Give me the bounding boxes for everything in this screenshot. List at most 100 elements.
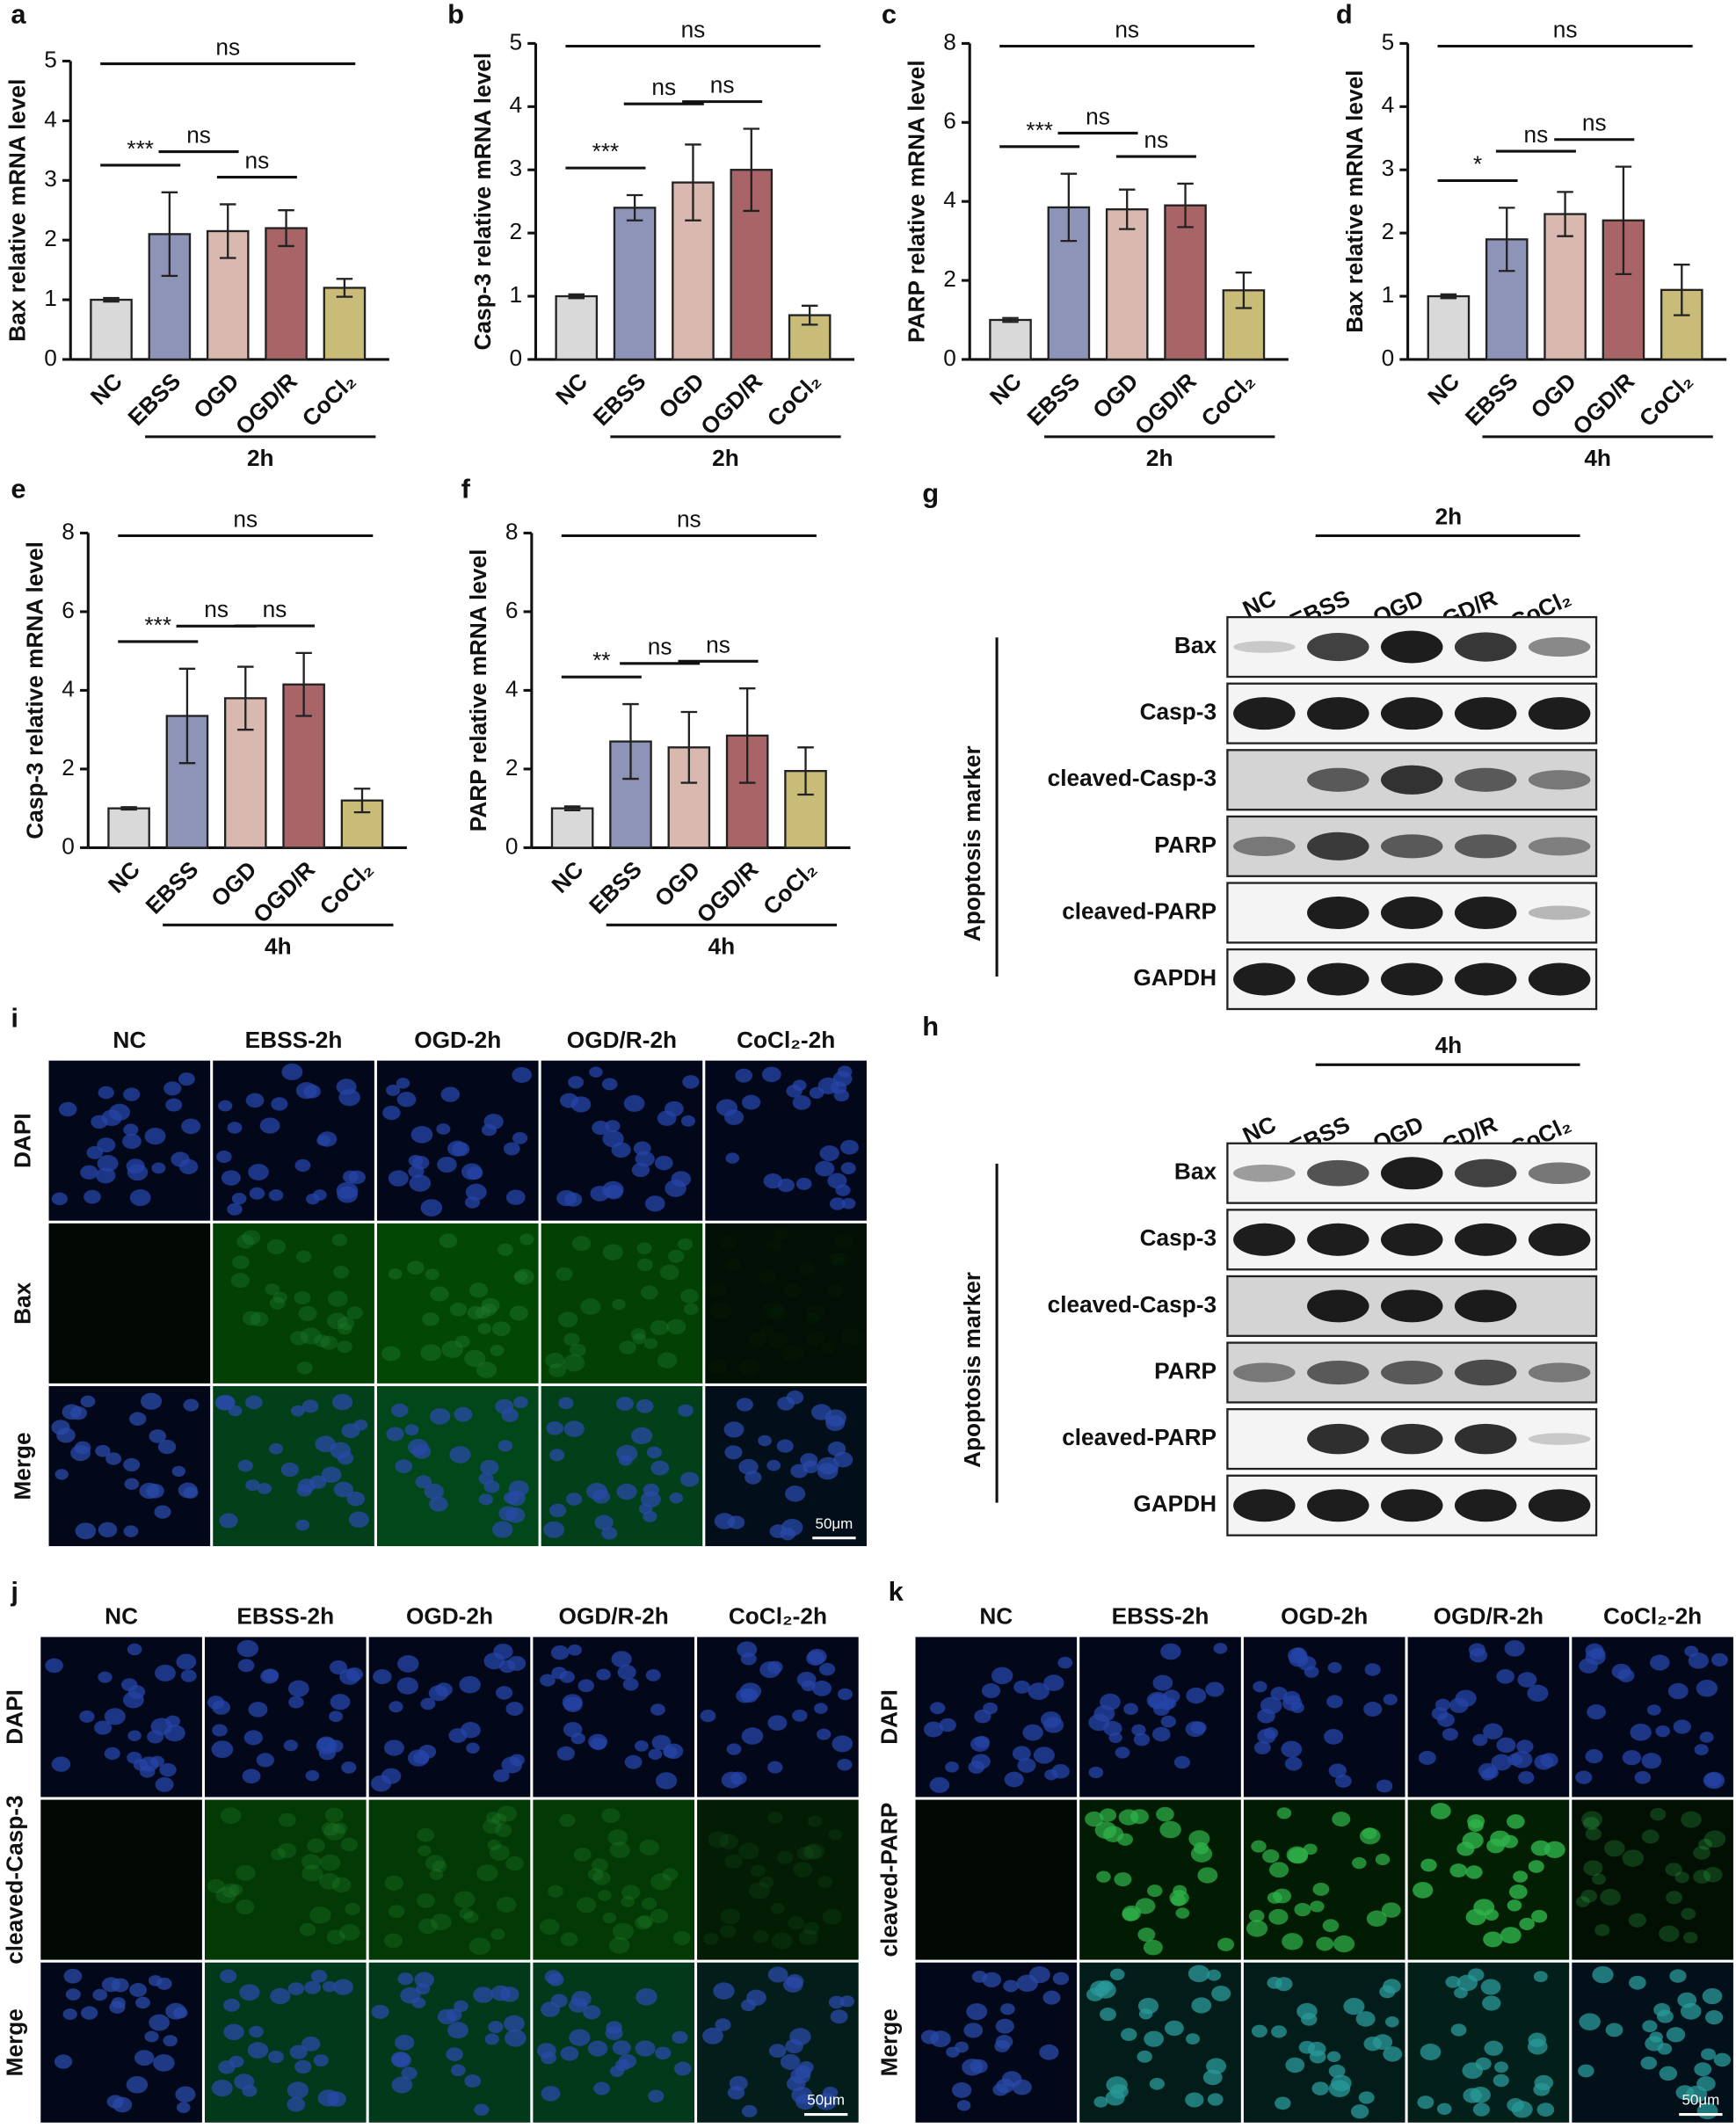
nucleus: [227, 1202, 243, 1216]
nucleus: [326, 1312, 348, 1330]
x-tick-label: NC: [103, 856, 145, 898]
nucleus: [324, 1807, 344, 1823]
nucleus: [556, 1746, 575, 1761]
nucleus: [1528, 2032, 1547, 2048]
nucleus: [259, 1117, 280, 1134]
nucleus: [745, 1989, 766, 2006]
comparison-label: ns: [186, 121, 211, 148]
band: [1454, 1158, 1517, 1187]
nucleus: [389, 1701, 403, 1713]
nucleus: [631, 1162, 650, 1178]
column-label: CoCl₂-2h: [1603, 1603, 1702, 1630]
nucleus: [1659, 2066, 1678, 2081]
nucleus: [454, 1406, 473, 1422]
nucleus: [571, 1236, 592, 1252]
column-label: CoCl₂-2h: [729, 1603, 827, 1630]
nucleus: [294, 1290, 311, 1305]
nucleus: [1013, 1680, 1030, 1694]
nucleus: [415, 1475, 432, 1489]
nucleus: [327, 1290, 348, 1307]
nucleus: [1326, 2051, 1341, 2063]
nucleus: [793, 1862, 813, 1877]
nucleus: [752, 1930, 769, 1943]
nucleus: [216, 1151, 232, 1164]
nucleus: [550, 1645, 570, 1660]
nucleus: [223, 2023, 244, 2041]
nucleus: [1137, 2050, 1152, 2063]
nucleus: [1467, 1814, 1485, 1828]
nucleus: [966, 2003, 988, 2021]
nucleus: [437, 1156, 457, 1173]
nucleus: [1587, 1703, 1606, 1720]
nucleus: [220, 1807, 242, 1825]
nucleus: [1322, 1919, 1340, 1933]
nucleus: [662, 1868, 679, 1881]
band: [1454, 962, 1517, 996]
nucleus: [710, 1302, 732, 1319]
x-tick-label: OGD/R: [248, 856, 320, 928]
nucleus: [811, 1404, 832, 1420]
nucleus: [726, 1743, 742, 1755]
nucleus: [149, 2014, 170, 2031]
x-tick-label: OGD/R: [1567, 367, 1639, 439]
nucleus: [397, 1972, 414, 1986]
bar: [550, 807, 594, 849]
error-bar: [120, 806, 137, 811]
nucleus: [381, 1346, 401, 1362]
nucleus: [593, 2081, 610, 2095]
nucleus: [1472, 1733, 1488, 1747]
column-label: NC: [105, 1603, 138, 1630]
row-label: Bax: [1174, 1158, 1217, 1185]
bar: [613, 207, 657, 361]
nucleus: [373, 1669, 392, 1685]
nucleus: [1445, 1976, 1461, 1988]
nucleus: [333, 1265, 350, 1279]
panel-letter: a: [11, 0, 26, 30]
nucleus: [560, 2046, 579, 2061]
nucleus: [708, 1831, 730, 1848]
nucleus: [1173, 1755, 1191, 1769]
nucleus: [490, 1928, 505, 1941]
nucleus: [683, 1303, 699, 1315]
nucleus: [1527, 1684, 1549, 1702]
nucleus: [636, 1258, 653, 1272]
comparison-label: ns: [1115, 16, 1139, 42]
nucleus: [237, 1659, 255, 1673]
nucleus: [641, 1897, 657, 1910]
nucleus: [639, 1839, 660, 1856]
scale-bar-label: 50μm: [807, 2092, 845, 2109]
nucleus: [803, 1844, 822, 1860]
nucleus: [348, 1511, 369, 1529]
nucleus: [338, 1323, 352, 1335]
nucleus: [1484, 1908, 1499, 1921]
nucleus: [300, 1327, 322, 1345]
error-bar: [801, 304, 818, 326]
nucleus: [395, 2034, 415, 2051]
nucleus: [247, 2042, 269, 2059]
nucleus: [290, 1331, 309, 1346]
nucleus: [481, 1304, 498, 1317]
nucleus: [1500, 1927, 1522, 1944]
comparison-label: ns: [1553, 16, 1578, 42]
nucleus: [569, 2029, 591, 2046]
nucleus: [1519, 1917, 1536, 1930]
nucleus: [460, 1722, 481, 1739]
nucleus: [774, 1228, 789, 1240]
nucleus: [777, 1396, 795, 1411]
nucleus: [1650, 1807, 1667, 1821]
comparison-label: ns: [1524, 121, 1549, 148]
nucleus: [221, 1170, 241, 1186]
nucleus: [496, 1897, 517, 1913]
nucleus: [776, 1850, 794, 1864]
nucleus: [341, 1423, 360, 1439]
nucleus: [659, 1264, 679, 1281]
nucleus: [283, 1739, 299, 1752]
nucleus: [54, 1469, 69, 1480]
nucleus: [1376, 1779, 1393, 1793]
nucleus: [672, 2030, 688, 2044]
nucleus: [454, 2000, 469, 2013]
nucleus: [287, 1982, 305, 1995]
row-label: Merge: [10, 1432, 36, 1500]
nucleus: [1533, 1971, 1548, 1983]
